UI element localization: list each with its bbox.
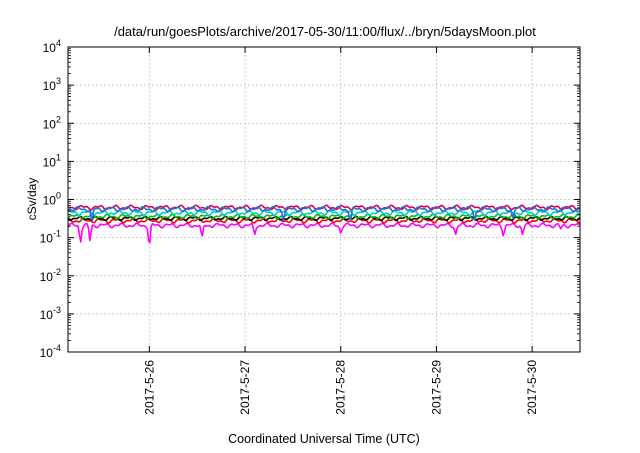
y-tick-label: 103	[43, 76, 61, 93]
x-axis-label: Coordinated Universal Time (UTC)	[228, 432, 420, 446]
y-axis-label: cSv/day	[25, 178, 39, 221]
y-tick-label: 10-1	[40, 229, 61, 246]
y-tick-label: 100	[43, 191, 61, 208]
axes: 10-4 10-3 10-2 10-1 100 101 102 103 104 2017-5-26…	[40, 38, 580, 415]
data-series-line	[68, 217, 581, 224]
data-series-line	[67, 205, 581, 222]
y-tick-label: 101	[43, 152, 61, 169]
grid	[68, 47, 580, 352]
chart-title: /data/run/goesPlots/archive/2017-05-30/1…	[114, 24, 536, 39]
data-series-line	[67, 209, 581, 217]
x-tick-label: 2017-5-30	[525, 360, 539, 415]
y-tick-label: 10-3	[40, 305, 61, 322]
x-tick-label: 2017-5-29	[429, 360, 443, 415]
y-tick-label: 10-4	[40, 343, 61, 360]
data-series-line	[67, 213, 581, 220]
x-tick-label: 2017-5-26	[142, 360, 156, 415]
data-series-line	[67, 222, 581, 244]
y-tick-label: 104	[43, 38, 61, 55]
y-tick-label: 10-2	[40, 267, 61, 284]
y-tick-label: 102	[43, 114, 61, 131]
x-tick-label: 2017-5-27	[238, 360, 252, 415]
data-series-line	[67, 215, 581, 222]
series-layer	[67, 204, 581, 244]
x-tick-label: 2017-5-28	[334, 360, 348, 415]
